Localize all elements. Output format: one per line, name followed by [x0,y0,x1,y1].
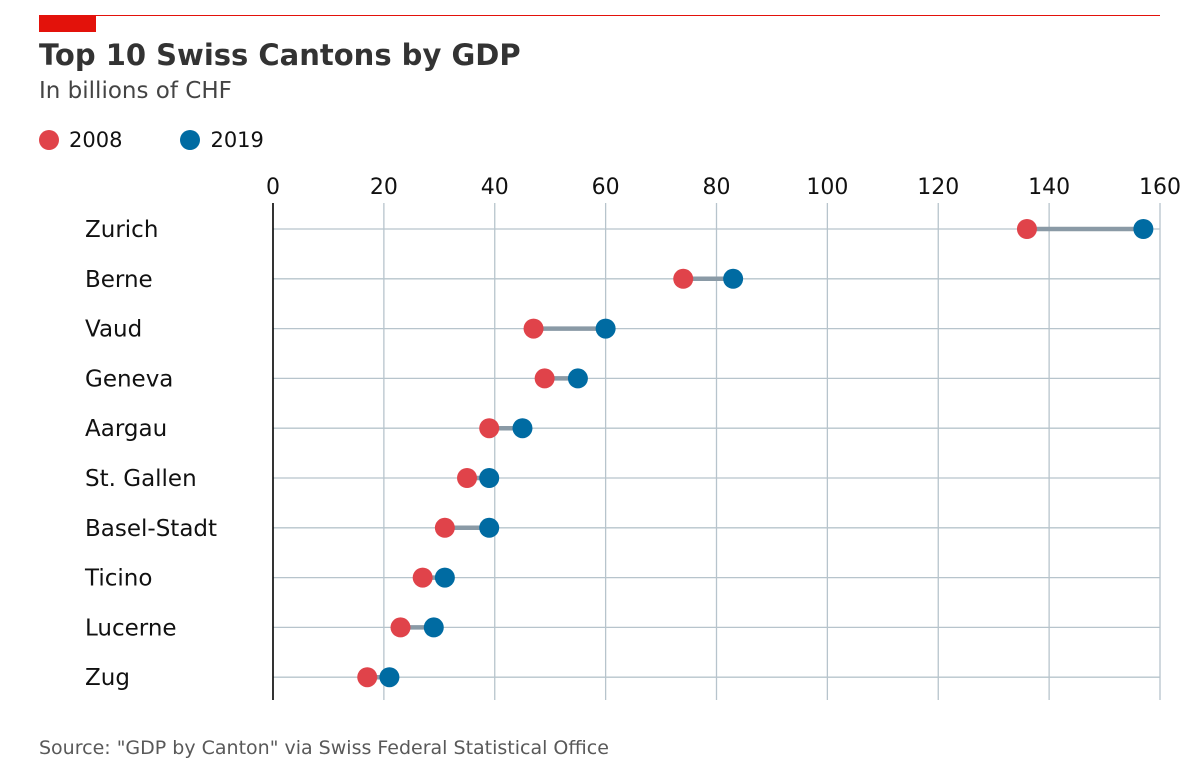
top-accent-rule [39,15,1160,16]
point-2008 [523,318,544,339]
x-tick-label: 140 [1028,175,1070,200]
point-2008 [673,268,694,289]
x-tick-label: 120 [917,175,959,200]
point-2008 [412,567,433,588]
point-2019 [379,667,400,688]
category-label: Zurich [85,217,158,243]
chart-title: Top 10 Swiss Cantons by GDP [39,38,521,72]
x-tick-label: 80 [703,175,731,200]
category-label: Ticino [84,566,152,592]
x-tick-label: 60 [592,175,620,200]
category-label: Aargau [85,416,167,442]
point-2019 [479,468,500,488]
source-note: Source: "GDP by Canton" via Swiss Federa… [39,737,609,759]
category-label: St. Gallen [85,466,197,492]
point-2019 [512,418,533,439]
point-2008 [434,517,455,538]
x-tick-label: 40 [481,175,509,200]
legend-label-2019: 2019 [210,128,264,152]
point-2008 [357,667,378,688]
legend: 2008 2019 [39,127,322,153]
x-tick-label: 20 [370,175,398,200]
point-2019 [595,318,616,339]
point-2019 [723,268,744,289]
point-2008 [457,468,478,488]
category-label: Basel-Stadt [85,516,217,542]
point-2008 [390,617,411,638]
point-2008 [479,418,500,439]
chart-subtitle: In billions of CHF [39,78,232,104]
x-tick-label: 0 [266,175,280,200]
point-2019 [434,567,455,588]
point-2019 [567,368,588,389]
legend-swatch-2019 [180,130,201,150]
x-tick-label: 160 [1139,175,1181,200]
category-label: Berne [85,267,153,293]
point-2019 [423,617,444,638]
legend-label-2008: 2008 [69,128,123,152]
x-tick-label: 100 [806,175,848,200]
legend-item-2008: 2008 [39,128,122,152]
point-2019 [479,517,500,538]
top-accent-tab [39,15,96,32]
point-2008 [1016,219,1037,239]
legend-swatch-2008 [39,130,59,150]
category-label: Vaud [85,317,142,343]
legend-item-2019: 2019 [180,128,264,152]
category-label: Geneva [85,366,173,392]
point-2008 [534,368,555,389]
category-label: Lucerne [85,615,177,641]
point-2019 [1133,219,1154,239]
category-label: Zug [85,665,130,691]
